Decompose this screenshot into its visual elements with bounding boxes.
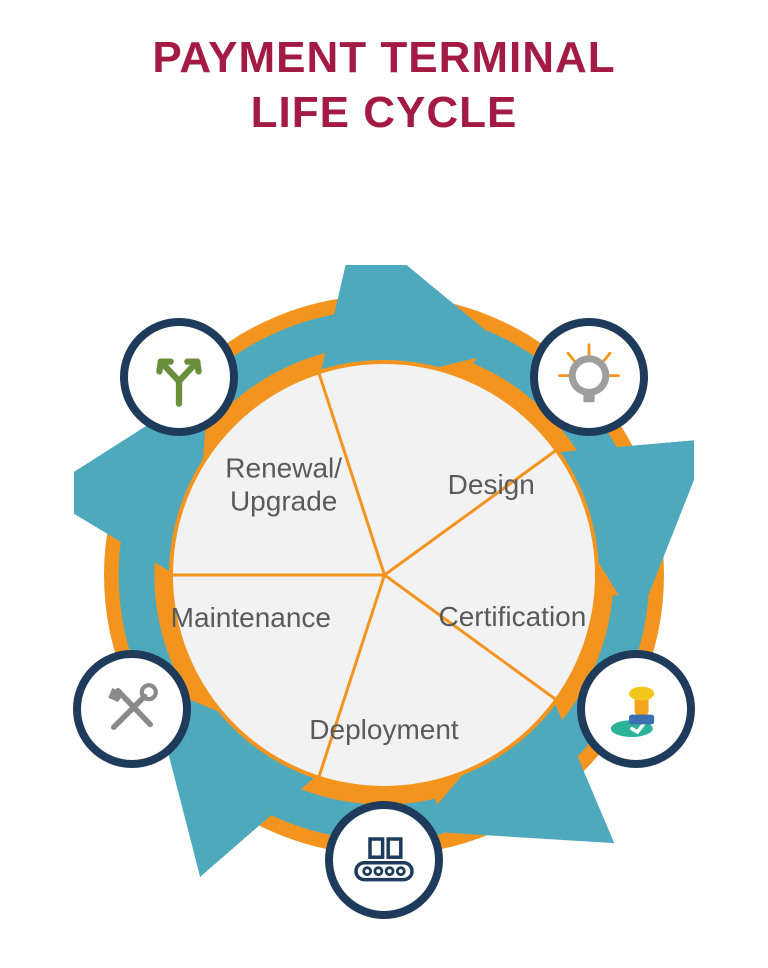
title-line-2: LIFE CYCLE — [251, 88, 518, 137]
segment-label-maintenance: Maintenance — [171, 601, 331, 635]
segment-label-deployment: Deployment — [309, 713, 458, 747]
segment-label-design: Design — [448, 468, 535, 502]
fork-icon — [120, 318, 238, 436]
lightbulb-icon — [530, 318, 648, 436]
tools-icon — [73, 650, 191, 768]
page-title: PAYMENT TERMINAL LIFE CYCLE — [0, 0, 768, 140]
lifecycle-diagram: Design Certification Deployment Maintenance… — [74, 265, 694, 885]
segment-label-renewal: Renewal/ Upgrade — [225, 451, 342, 518]
slice-divider — [169, 574, 384, 577]
stamp-icon — [577, 650, 695, 768]
conveyor-icon — [325, 801, 443, 919]
segment-label-certification: Certification — [438, 600, 586, 634]
title-line-1: PAYMENT TERMINAL — [152, 33, 615, 82]
